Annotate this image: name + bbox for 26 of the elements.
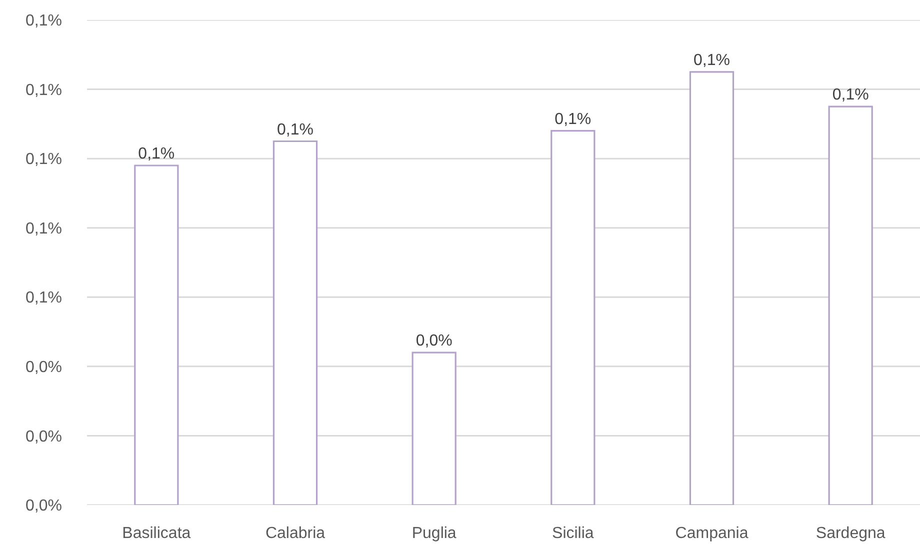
x-tick-label: Calabria	[265, 525, 326, 542]
data-label: 0,1%	[832, 86, 869, 104]
y-tick-label: 0,1%	[26, 12, 62, 30]
x-tick-label: Basilicata	[122, 525, 191, 542]
x-tick-label: Puglia	[412, 525, 456, 542]
bar	[828, 106, 873, 505]
x-tick-label: Sicilia	[552, 525, 594, 542]
y-tick-label: 0,0%	[26, 359, 62, 376]
y-tick-label: 0,0%	[26, 428, 62, 446]
y-tick-label: 0,0%	[26, 498, 62, 515]
bar	[272, 140, 318, 505]
y-tick-label: 0,1%	[26, 220, 62, 238]
data-label: 0,1%	[277, 121, 314, 138]
bar	[550, 130, 596, 505]
y-tick-label: 0,1%	[26, 290, 62, 307]
data-label: 0,1%	[138, 146, 175, 162]
data-label: 0,1%	[554, 110, 592, 128]
y-tick-label: 0,1%	[26, 82, 62, 99]
y-tick-label: 0,1%	[26, 151, 62, 168]
bar	[689, 71, 734, 505]
x-tick-label: Campania	[675, 525, 748, 542]
data-label: 0,0%	[416, 332, 452, 350]
bar	[134, 164, 179, 505]
data-label: 0,1%	[694, 52, 730, 69]
x-tick-label: Sardegna	[816, 525, 886, 542]
bar	[412, 352, 456, 505]
